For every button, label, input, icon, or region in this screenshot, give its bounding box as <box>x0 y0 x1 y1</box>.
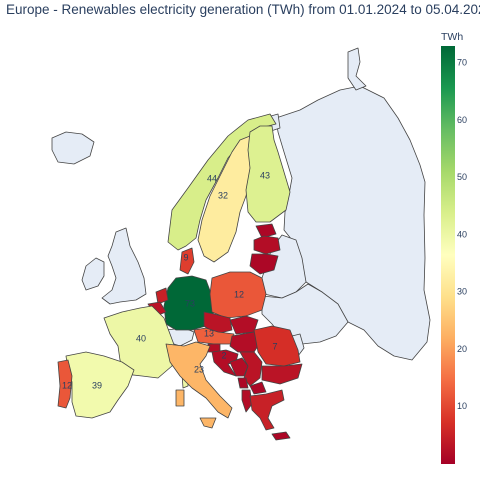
country-serbia[interactable] <box>239 351 263 387</box>
colorbar-tick-label: 40 <box>457 229 467 239</box>
country-sardinia[interactable] <box>175 389 185 407</box>
country-croatia[interactable] <box>211 349 239 377</box>
country-cyprus[interactable] <box>271 431 291 441</box>
value-label-germany: 73 <box>185 298 195 308</box>
country-sicily[interactable] <box>199 417 217 429</box>
value-label-italy: 23 <box>194 364 204 374</box>
country-north-macedonia[interactable] <box>249 381 267 395</box>
colorbar-tick-label: 50 <box>457 172 467 182</box>
value-label-sweden: 32 <box>218 190 228 200</box>
colorbar-title: TWh <box>441 31 464 43</box>
colorbar-tick-label: 30 <box>457 287 467 297</box>
country-italy[interactable] <box>165 341 233 419</box>
value-label-spain: 39 <box>92 380 102 390</box>
country-denmark[interactable] <box>179 247 195 275</box>
country-lithuania[interactable] <box>249 253 279 275</box>
value-label-denmark: 9 <box>183 252 188 262</box>
country-finland[interactable] <box>245 125 291 223</box>
colorbar-tick-label: 60 <box>457 115 467 125</box>
country-novaya-zemlya[interactable] <box>347 47 367 91</box>
country-france[interactable] <box>103 305 177 379</box>
country-bulgaria[interactable] <box>261 363 303 385</box>
country-czechia[interactable] <box>203 311 233 335</box>
colorbar-tick-label: 10 <box>457 401 467 411</box>
value-label-romania: 7 <box>272 341 277 351</box>
value-label-finland: 43 <box>260 170 270 180</box>
country-poland[interactable] <box>209 271 267 319</box>
value-label-portugal: 12 <box>62 380 72 390</box>
value-label-croatia: 2 <box>221 350 226 360</box>
country-portugal[interactable] <box>57 359 73 409</box>
value-label-norway: 44 <box>207 173 217 183</box>
value-label-poland: 12 <box>234 289 244 299</box>
country-ireland[interactable] <box>81 257 105 291</box>
value-label-austria: 13 <box>204 328 214 338</box>
country-iceland[interactable] <box>51 131 95 165</box>
country-montenegro[interactable] <box>237 377 249 389</box>
country-united-kingdom[interactable] <box>101 227 147 305</box>
country-greece[interactable] <box>249 389 285 431</box>
country-latvia[interactable] <box>253 235 281 255</box>
country-albania[interactable] <box>241 389 253 413</box>
country-romania[interactable] <box>253 325 301 367</box>
country-estonia[interactable] <box>255 223 277 239</box>
colorbar-gradient <box>441 46 455 464</box>
value-label-france: 40 <box>136 333 146 343</box>
country-netherlands[interactable] <box>155 287 169 305</box>
map-title: Europe - Renewables electricity generati… <box>6 2 480 17</box>
country-russia[interactable] <box>275 85 431 361</box>
country-spain[interactable] <box>65 351 135 419</box>
colorbar-tick-label: 70 <box>457 58 467 68</box>
colorbar-tick-label: 20 <box>457 344 467 354</box>
country-slovakia[interactable] <box>229 315 259 335</box>
